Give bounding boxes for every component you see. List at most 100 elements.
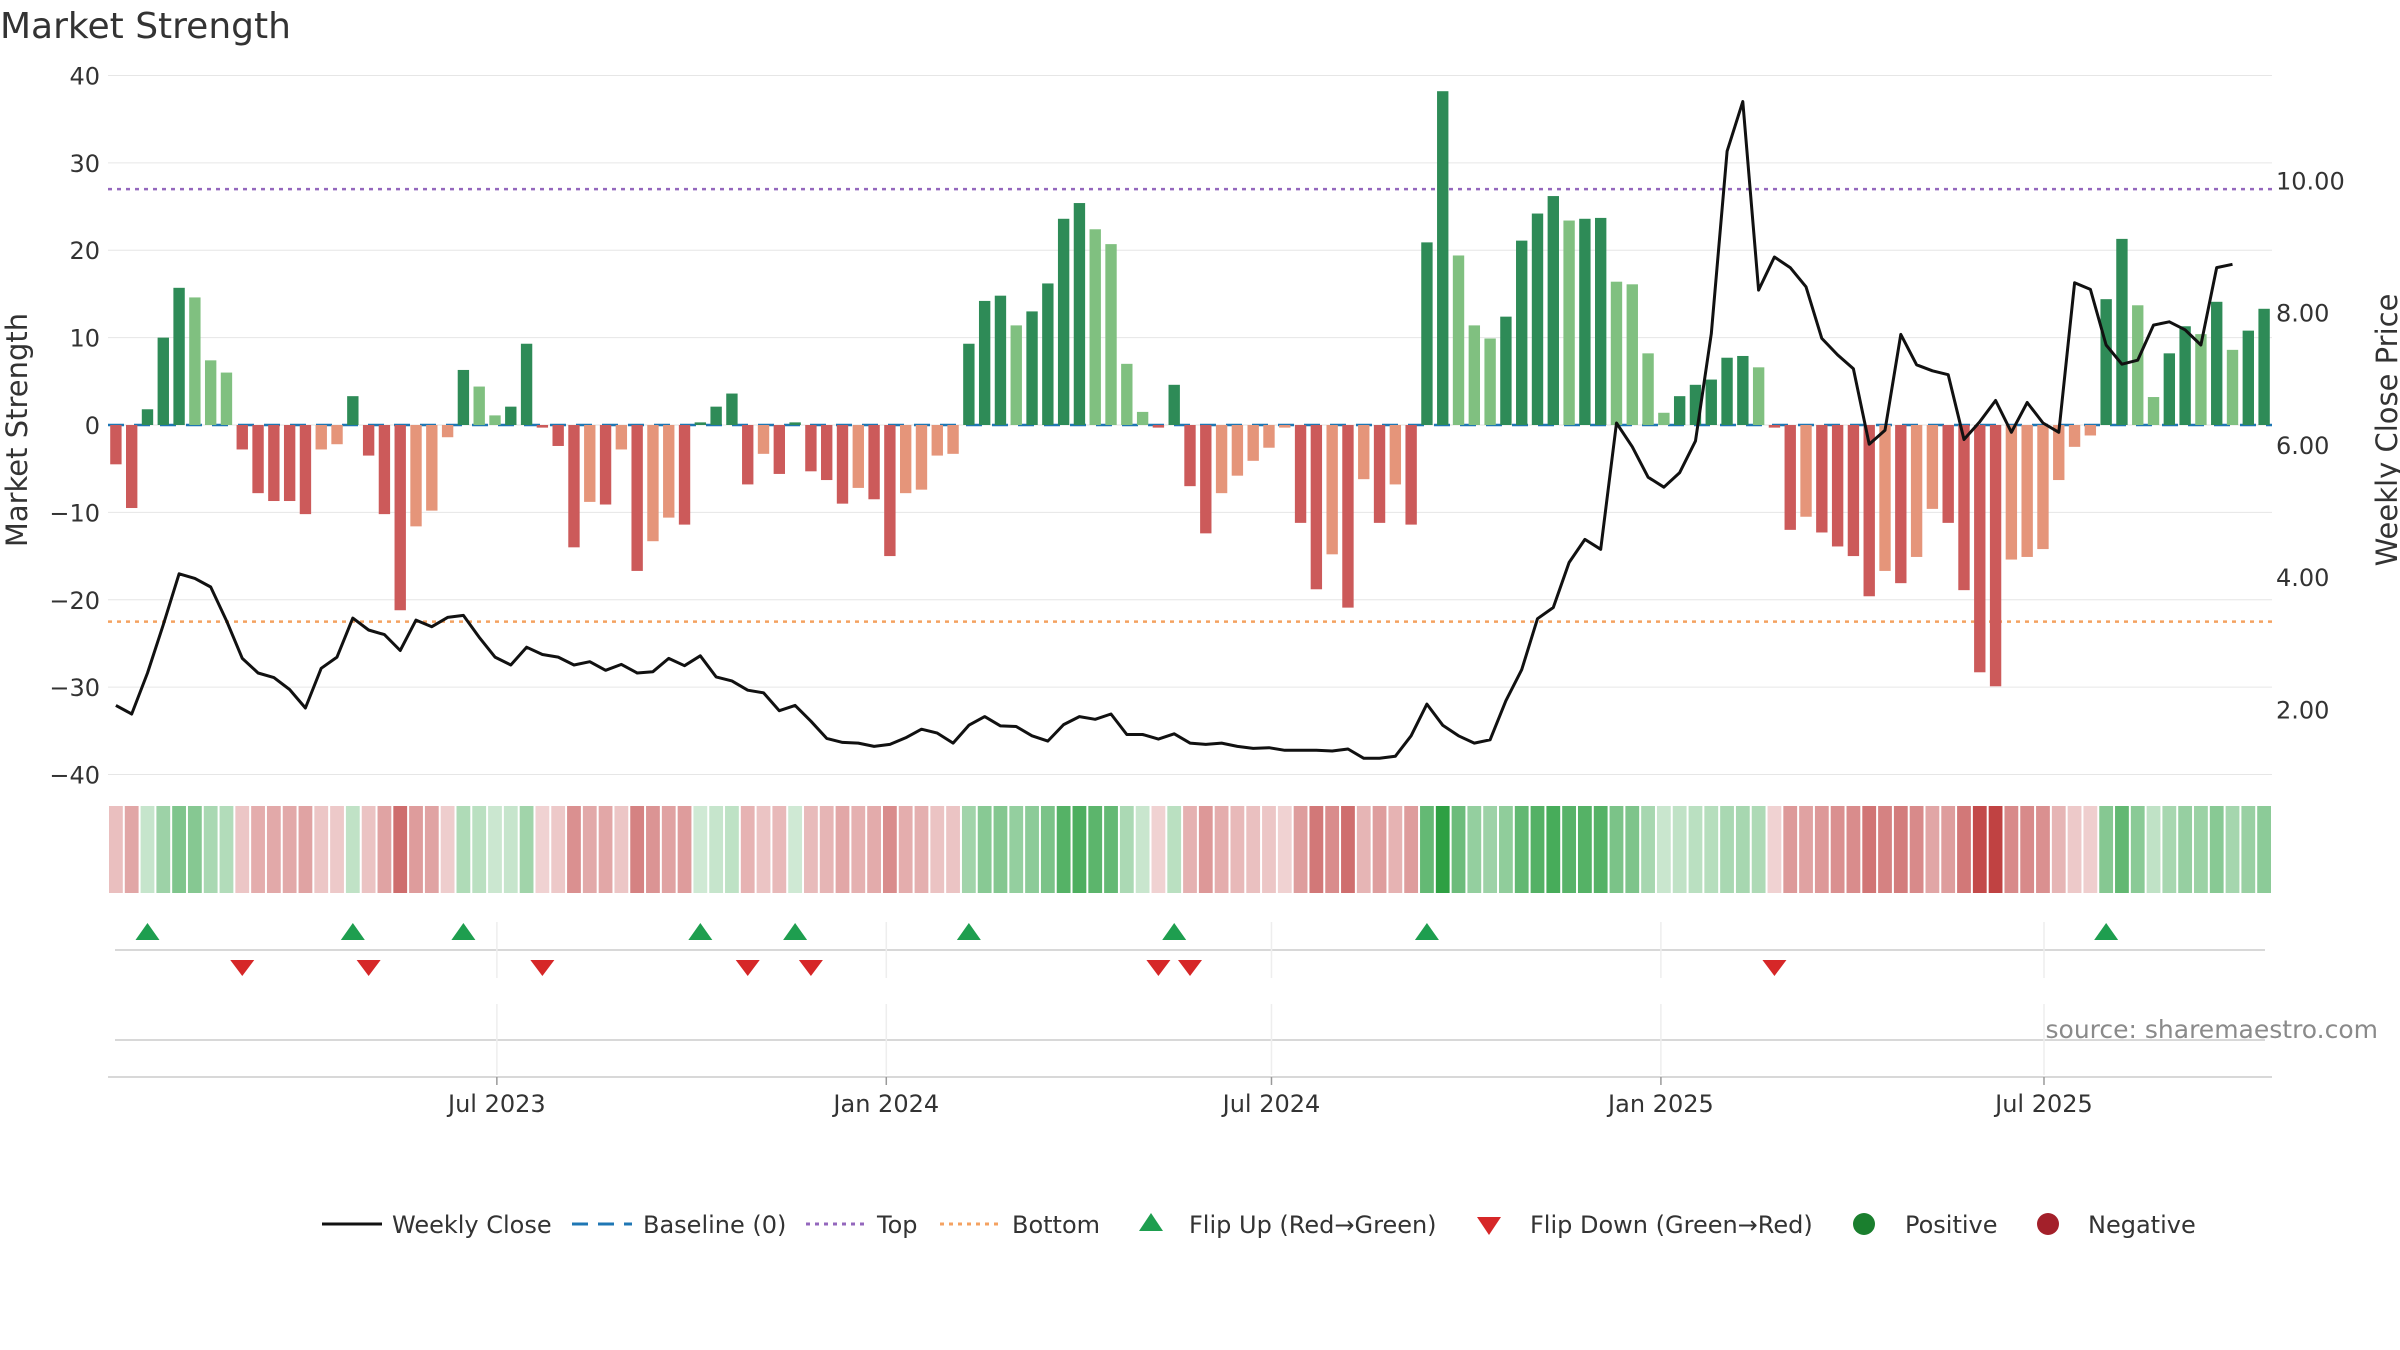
heat-cell [535,806,550,893]
strength-bar [1215,425,1228,494]
strength-bar [647,425,659,542]
flip-up-marker [1414,923,1439,940]
x-tick-label: Jul 2023 [446,1090,546,1118]
heat-cell [898,806,913,893]
heat-cell [1293,806,1308,893]
heat-cell [788,806,803,893]
heat-cell [946,806,960,893]
heat-cell [1420,806,1434,893]
strength-bar [1800,425,1812,517]
strength-bar [663,425,675,518]
strength-bar [615,425,628,450]
y-tick-label: −40 [49,762,100,790]
heat-cell [1909,806,1924,893]
heat-cell [1072,806,1087,893]
heat-cell [1735,806,1750,893]
strength-bar [141,409,154,425]
strength-bar [2005,425,2018,560]
strength-bar [1768,425,1781,428]
x-axis: Jul 2023 Jan 2024 Jul 2024 Jan 2025 Jul 2025 [108,1076,2272,1118]
strength-bar [1184,425,1196,487]
heat-cell [377,806,392,893]
strength-bar [1310,425,1323,590]
heat-cell [693,806,708,893]
heat-cell [677,806,692,893]
heat-cell [914,806,929,893]
heat-cell [266,806,281,893]
heat-cell [2020,806,2035,893]
heat-cell [1214,806,1229,893]
x-tick-label: Jan 2024 [831,1090,939,1118]
strength-bar [489,415,501,425]
strength-bar [410,425,422,527]
strength-bar [773,425,786,474]
x-tick-label: Jul 2024 [1221,1090,1321,1118]
heat-cell [1483,806,1498,893]
strength-bar [1579,218,1591,425]
strength-bar [1642,353,1654,425]
strength-bar [1231,425,1244,476]
strength-bar [1089,229,1101,425]
heat-cell [1656,806,1671,893]
strength-bar [805,425,817,472]
strength-bar [1389,425,1402,485]
heat-cell [2162,806,2177,893]
strength-bar [1358,425,1370,480]
strength-bar [694,422,707,425]
strength-bar [252,425,264,494]
strength-bar [1910,425,1923,557]
heat-cell [172,806,186,893]
heat-cell [961,806,976,893]
strength-bar [1010,325,1022,425]
strength-bar [1673,396,1686,425]
heat-cell [1088,806,1103,893]
flip-markers-panel [115,922,2265,1075]
strength-bar [963,343,975,425]
heat-cell [1135,806,1150,893]
heat-cell [235,806,250,893]
strength-bar [157,337,169,425]
heat-cell [756,806,771,893]
strength-bar [915,425,928,490]
heat-cell [1783,806,1798,893]
heat-cell [1325,806,1340,893]
strength-bar [1784,425,1796,530]
strength-bar [852,425,864,488]
heat-cell [1878,806,1892,893]
heat-cell [1277,806,1292,893]
flip-up-marker [340,923,365,940]
heat-cell [1593,806,1608,893]
y-tick-label: −10 [49,499,100,527]
heat-cell [2067,806,2082,893]
legend-bottom-label: Bottom [1012,1211,1100,1239]
strength-bar [2226,349,2239,425]
flip-up-marker [783,923,808,940]
heat-cell [1893,806,1908,893]
strength-bar [726,393,738,425]
y2-tick-label: 2.00 [2276,696,2329,724]
strength-bar [1421,242,1433,425]
heat-cell [1925,806,1940,893]
heat-cell [1388,806,1403,893]
strength-bar [173,287,185,425]
heat-cell [2241,806,2256,893]
heat-cell [124,806,139,893]
strength-bar [283,425,296,502]
strength-bar [1847,425,1860,557]
heat-cell [503,806,518,893]
legend-negative-label: Negative [2088,1211,2196,1239]
legend-flip-up-label: Flip Up (Red→Green) [1189,1211,1437,1239]
heat-cell [1688,806,1703,893]
heat-cell [1262,806,1276,893]
strength-bar [742,425,754,485]
strength-bar [1626,284,1638,425]
strength-bar [2084,425,2097,436]
strength-bar [631,425,643,571]
strength-bar [884,425,896,557]
legend-baseline-label: Baseline (0) [643,1211,786,1239]
heat-cell [2146,806,2161,893]
reference-lines [108,187,2272,623]
chart-title: Market Strength [0,6,291,47]
heat-cell [977,806,992,893]
strength-bar [1531,213,1544,425]
